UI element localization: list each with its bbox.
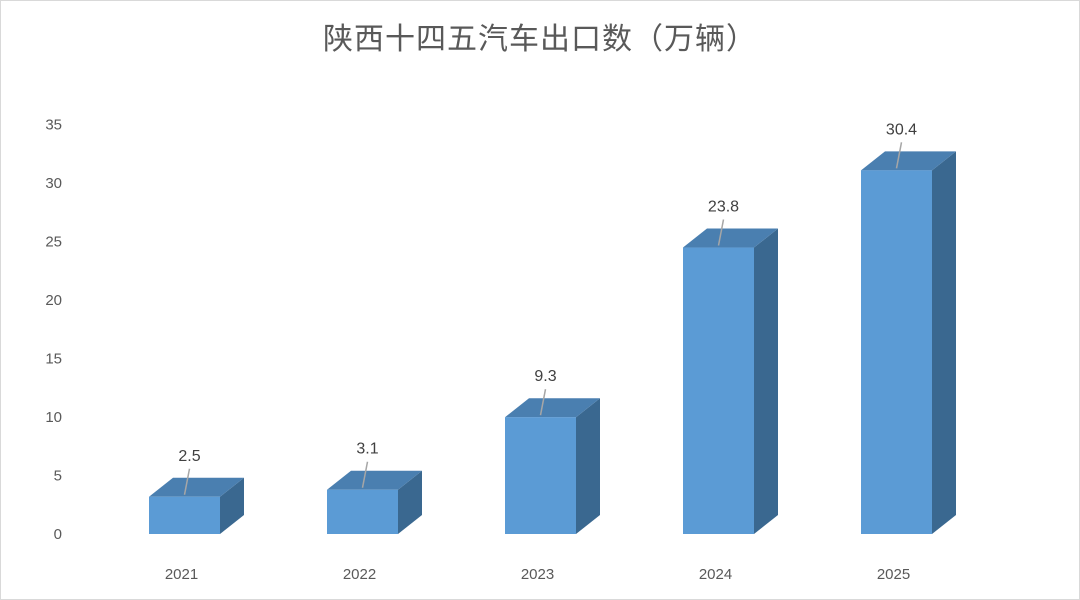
bar-top [505,398,600,418]
data-label-leader [717,219,725,246]
x-tick-label: 2025 [877,566,910,583]
bar-top [683,228,778,248]
bar-top [149,477,244,497]
bar-side [220,477,244,534]
chart-title: 陕西十四五汽车出口数（万辆） [323,22,757,57]
y-tick-label: 10 [45,409,62,426]
bar [327,489,398,534]
data-label-leader [183,468,191,495]
y-tick-label: 0 [54,526,62,543]
bar-side [576,398,600,534]
data-label: 23.8 [708,199,739,216]
data-label-leader [539,389,547,416]
y-tick-label: 15 [45,351,62,368]
bar [683,247,754,535]
bar [505,417,576,534]
data-label-leader [361,461,369,488]
data-label: 9.3 [534,368,556,385]
data-label: 2.5 [178,448,200,465]
x-tick-label: 2022 [343,566,376,583]
y-tick-label: 5 [54,468,62,485]
data-label: 30.4 [886,121,917,138]
y-tick-label: 20 [45,292,62,309]
bar-top [327,470,422,490]
x-tick-label: 2021 [165,566,198,583]
bar [149,496,220,534]
bar-side [932,151,956,534]
y-tick-label: 25 [45,234,62,251]
bar-side [754,228,778,535]
bar-top [861,151,956,171]
y-tick-label: 35 [45,117,62,134]
x-tick-label: 2024 [699,566,732,583]
data-label-leader [895,142,903,169]
bar [861,170,932,534]
data-label: 3.1 [356,441,378,458]
x-tick-label: 2023 [521,566,554,583]
bar-side [398,470,422,534]
y-tick-label: 30 [45,175,62,192]
